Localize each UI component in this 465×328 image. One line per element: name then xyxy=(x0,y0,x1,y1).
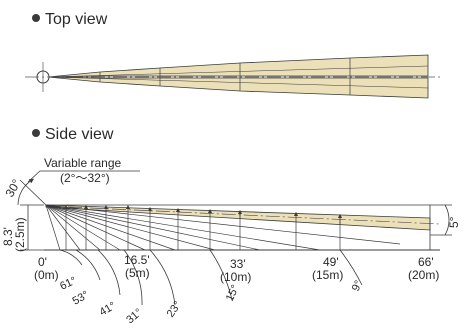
top-view-beam xyxy=(47,54,429,99)
angle-label-53: 53° xyxy=(71,289,91,308)
detection-rays xyxy=(45,204,401,251)
angle-label-9: 9° xyxy=(350,279,365,294)
angle-label-41: 41° xyxy=(98,300,118,319)
top-view-bullet xyxy=(32,14,40,22)
mount-height-ft: 8.3' xyxy=(1,227,15,246)
distance-3-m: (15m) xyxy=(312,268,343,282)
angle-label-23: 23° xyxy=(165,299,184,320)
side-view-title: Side view xyxy=(45,126,114,143)
distance-2-m: (10m) xyxy=(220,270,251,284)
distance-1-m: (5m) xyxy=(125,266,150,280)
top-view-title: Top view xyxy=(45,11,108,28)
distance-2-ft: 33' xyxy=(230,257,246,271)
angle-arcs xyxy=(59,249,363,306)
angle-label-15: 15° xyxy=(224,283,242,303)
distance-4-m: (20m) xyxy=(408,268,439,282)
spread-angle-label: 5° xyxy=(447,216,461,228)
distance-4-ft: 66' xyxy=(418,255,434,269)
angle-label-61: 61° xyxy=(58,275,78,293)
distance-1-ft: 16.5' xyxy=(124,253,150,267)
angle-label-31: 31° xyxy=(124,306,144,326)
distance-3-ft: 49' xyxy=(323,255,339,269)
distance-0-m: (0m) xyxy=(34,268,59,282)
mount-height-m: (2.5m) xyxy=(13,217,27,252)
distance-0-ft: 0' xyxy=(38,255,47,269)
side-view-bullet xyxy=(32,129,40,137)
variable-range-values: (2°～32°) xyxy=(60,171,110,185)
variable-range-label: Variable range xyxy=(44,156,121,170)
